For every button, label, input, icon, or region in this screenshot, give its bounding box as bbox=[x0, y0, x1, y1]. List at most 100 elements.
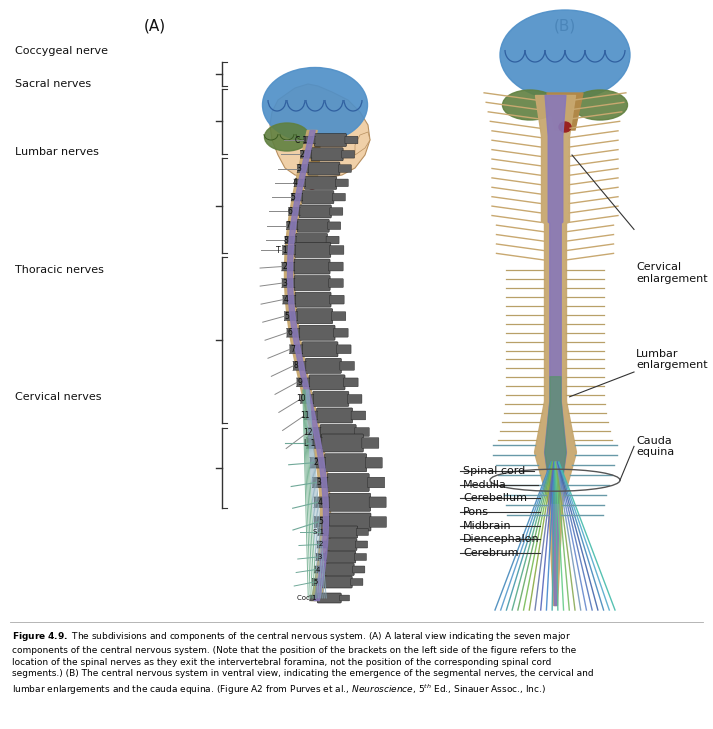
Text: Lumbar
enlargement: Lumbar enlargement bbox=[636, 348, 707, 370]
FancyBboxPatch shape bbox=[317, 408, 353, 423]
FancyBboxPatch shape bbox=[297, 308, 333, 324]
Text: 3: 3 bbox=[296, 164, 301, 173]
Text: Cauda
equina: Cauda equina bbox=[636, 436, 674, 457]
FancyBboxPatch shape bbox=[312, 477, 328, 488]
Text: Coccygeal nerve: Coccygeal nerve bbox=[15, 47, 108, 56]
FancyBboxPatch shape bbox=[335, 179, 348, 187]
Text: Midbrain: Midbrain bbox=[463, 521, 512, 531]
Text: (A): (A) bbox=[144, 18, 166, 33]
FancyBboxPatch shape bbox=[294, 276, 330, 291]
FancyBboxPatch shape bbox=[329, 246, 344, 254]
FancyBboxPatch shape bbox=[330, 208, 343, 215]
Text: 11: 11 bbox=[300, 411, 309, 420]
FancyBboxPatch shape bbox=[297, 165, 309, 172]
FancyBboxPatch shape bbox=[347, 394, 362, 403]
Polygon shape bbox=[355, 132, 370, 155]
FancyBboxPatch shape bbox=[299, 205, 332, 218]
FancyBboxPatch shape bbox=[369, 517, 386, 527]
FancyBboxPatch shape bbox=[329, 513, 371, 531]
FancyBboxPatch shape bbox=[309, 458, 326, 468]
FancyBboxPatch shape bbox=[282, 262, 295, 271]
FancyBboxPatch shape bbox=[326, 236, 339, 243]
FancyBboxPatch shape bbox=[324, 564, 354, 575]
FancyBboxPatch shape bbox=[327, 539, 357, 550]
FancyBboxPatch shape bbox=[287, 328, 300, 337]
Text: 9: 9 bbox=[297, 378, 302, 387]
FancyBboxPatch shape bbox=[288, 208, 300, 215]
FancyBboxPatch shape bbox=[356, 541, 368, 548]
FancyBboxPatch shape bbox=[302, 342, 338, 356]
FancyBboxPatch shape bbox=[313, 391, 349, 406]
FancyBboxPatch shape bbox=[337, 345, 351, 354]
FancyBboxPatch shape bbox=[314, 566, 325, 573]
Text: 7: 7 bbox=[285, 221, 290, 230]
FancyBboxPatch shape bbox=[326, 551, 356, 563]
FancyBboxPatch shape bbox=[282, 246, 296, 254]
FancyBboxPatch shape bbox=[297, 378, 310, 387]
Ellipse shape bbox=[503, 90, 558, 120]
FancyBboxPatch shape bbox=[317, 593, 342, 603]
FancyBboxPatch shape bbox=[328, 526, 358, 538]
FancyBboxPatch shape bbox=[307, 428, 321, 437]
Text: 4: 4 bbox=[293, 179, 298, 187]
Text: 2: 2 bbox=[282, 262, 287, 271]
FancyBboxPatch shape bbox=[369, 497, 386, 507]
Polygon shape bbox=[547, 93, 583, 130]
Text: Pons: Pons bbox=[463, 507, 489, 517]
Text: 6: 6 bbox=[287, 207, 292, 216]
Text: 5: 5 bbox=[284, 312, 289, 321]
FancyBboxPatch shape bbox=[320, 424, 356, 440]
FancyBboxPatch shape bbox=[365, 458, 382, 468]
FancyBboxPatch shape bbox=[345, 136, 358, 144]
FancyBboxPatch shape bbox=[354, 553, 366, 561]
Ellipse shape bbox=[559, 122, 571, 132]
Text: Coc 1: Coc 1 bbox=[297, 595, 317, 601]
Text: 3: 3 bbox=[282, 278, 287, 288]
Text: 4: 4 bbox=[318, 498, 323, 507]
FancyBboxPatch shape bbox=[332, 193, 345, 201]
FancyBboxPatch shape bbox=[351, 411, 366, 420]
Text: Sacral nerves: Sacral nerves bbox=[15, 79, 91, 89]
Text: T 1: T 1 bbox=[276, 246, 288, 254]
FancyBboxPatch shape bbox=[294, 259, 330, 274]
FancyBboxPatch shape bbox=[295, 292, 331, 307]
Text: Medulla: Medulla bbox=[463, 480, 507, 490]
FancyBboxPatch shape bbox=[322, 434, 364, 452]
FancyBboxPatch shape bbox=[354, 428, 369, 437]
FancyBboxPatch shape bbox=[309, 595, 318, 601]
Text: 2: 2 bbox=[299, 149, 304, 159]
FancyBboxPatch shape bbox=[322, 576, 352, 588]
Text: 7: 7 bbox=[290, 345, 295, 354]
Text: (B): (B) bbox=[554, 18, 576, 33]
FancyBboxPatch shape bbox=[329, 494, 371, 511]
FancyBboxPatch shape bbox=[340, 595, 349, 601]
FancyBboxPatch shape bbox=[329, 262, 343, 271]
FancyBboxPatch shape bbox=[317, 541, 328, 548]
FancyBboxPatch shape bbox=[289, 345, 303, 354]
FancyBboxPatch shape bbox=[282, 295, 296, 304]
Text: Thoracic nerves: Thoracic nerves bbox=[15, 265, 104, 275]
Text: 3: 3 bbox=[317, 478, 321, 487]
FancyBboxPatch shape bbox=[309, 375, 345, 390]
FancyBboxPatch shape bbox=[342, 150, 354, 158]
FancyBboxPatch shape bbox=[308, 162, 340, 175]
Text: 5: 5 bbox=[290, 192, 295, 202]
FancyBboxPatch shape bbox=[361, 437, 379, 448]
FancyBboxPatch shape bbox=[282, 278, 295, 287]
FancyBboxPatch shape bbox=[286, 222, 298, 230]
Text: 6: 6 bbox=[287, 328, 292, 338]
Text: Spinal cord: Spinal cord bbox=[463, 467, 525, 476]
Text: C 1: C 1 bbox=[295, 136, 307, 144]
FancyBboxPatch shape bbox=[304, 176, 337, 190]
Ellipse shape bbox=[307, 181, 317, 189]
FancyBboxPatch shape bbox=[294, 243, 331, 257]
Polygon shape bbox=[307, 165, 318, 187]
Text: Lumbar nerves: Lumbar nerves bbox=[15, 147, 99, 157]
Text: Cervical
enlargement: Cervical enlargement bbox=[636, 262, 707, 284]
Text: S 1: S 1 bbox=[312, 529, 324, 535]
Text: Diencephalon: Diencephalon bbox=[463, 534, 540, 545]
Ellipse shape bbox=[265, 123, 309, 151]
FancyBboxPatch shape bbox=[328, 222, 341, 230]
Text: 8: 8 bbox=[294, 362, 298, 370]
FancyBboxPatch shape bbox=[314, 517, 330, 527]
